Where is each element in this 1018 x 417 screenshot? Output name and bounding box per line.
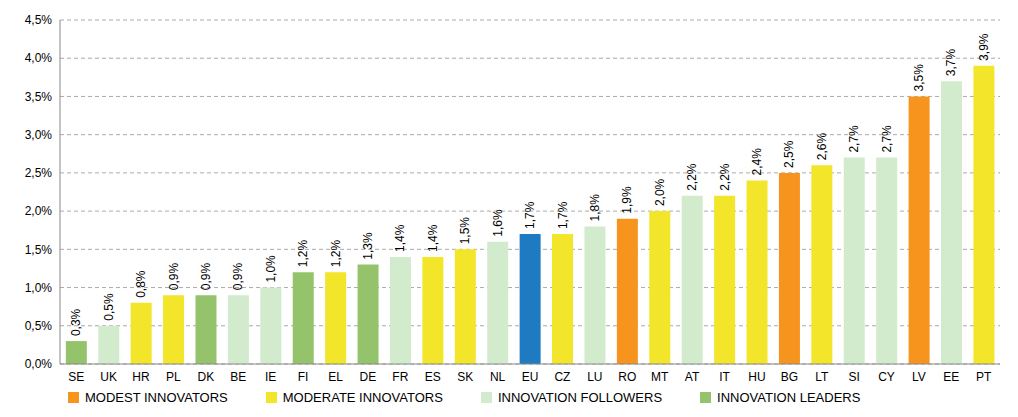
svg-text:2,2%: 2,2% [718,163,732,191]
svg-text:1,2%: 1,2% [329,240,343,268]
svg-text:3,5%: 3,5% [912,64,926,92]
svg-text:EL: EL [328,370,343,384]
svg-text:IT: IT [719,370,730,384]
svg-text:3,9%: 3,9% [977,33,991,61]
svg-text:BG: BG [781,370,798,384]
svg-text:HR: HR [132,370,150,384]
svg-text:0,5%: 0,5% [102,293,116,321]
svg-text:MT: MT [651,370,669,384]
svg-text:2,7%: 2,7% [847,125,861,153]
svg-text:DE: DE [360,370,377,384]
svg-text:1,0%: 1,0% [25,281,53,295]
svg-text:FR: FR [392,370,408,384]
svg-text:PT: PT [976,370,992,384]
svg-text:0,5%: 0,5% [25,319,53,333]
svg-text:1,8%: 1,8% [588,194,602,222]
svg-text:3,5%: 3,5% [25,90,53,104]
svg-text:1,9%: 1,9% [620,186,634,214]
svg-text:3,7%: 3,7% [945,48,959,76]
svg-text:2,4%: 2,4% [750,148,764,176]
svg-text:0,3%: 0,3% [69,308,83,336]
svg-text:2,7%: 2,7% [880,125,894,153]
svg-text:1,7%: 1,7% [523,201,537,229]
svg-text:NL: NL [490,370,506,384]
svg-text:0,9%: 0,9% [167,263,181,291]
svg-text:2,5%: 2,5% [782,140,796,168]
svg-text:RO: RO [618,370,636,384]
svg-text:1,3%: 1,3% [361,232,375,260]
svg-text:SI: SI [848,370,859,384]
svg-text:0,9%: 0,9% [231,263,245,291]
html-text:INNOVATION LEADERS: INNOVATION LEADERS [717,390,861,405]
svg-text:LU: LU [587,370,602,384]
svg-text:1,6%: 1,6% [491,209,505,237]
svg-text:4,5%: 4,5% [25,13,53,27]
svg-text:DK: DK [198,370,215,384]
svg-text:EU: EU [522,370,539,384]
html-text:MODEST INNOVATORS: MODEST INNOVATORS [85,390,228,405]
svg-text:CZ: CZ [554,370,570,384]
svg-text:IE: IE [265,370,276,384]
svg-text:1,2%: 1,2% [296,240,310,268]
svg-text:4,0%: 4,0% [25,51,53,65]
svg-text:1,4%: 1,4% [426,224,440,252]
svg-text:UK: UK [100,370,117,384]
svg-text:FI: FI [298,370,309,384]
svg-text:0,8%: 0,8% [134,270,148,298]
html-text:INNOVATION FOLLOWERS: INNOVATION FOLLOWERS [497,390,663,405]
svg-text:2,5%: 2,5% [25,166,53,180]
svg-text:SE: SE [68,370,84,384]
svg-text:1,4%: 1,4% [393,224,407,252]
svg-text:HU: HU [748,370,765,384]
svg-text:1,7%: 1,7% [556,201,570,229]
svg-text:0,9%: 0,9% [199,263,213,291]
svg-text:2,0%: 2,0% [25,204,53,218]
svg-text:PL: PL [166,370,181,384]
svg-text:SK: SK [457,370,473,384]
svg-text:LT: LT [815,370,829,384]
svg-text:ES: ES [425,370,441,384]
svg-text:EE: EE [943,370,959,384]
svg-text:3,0%: 3,0% [25,128,53,142]
svg-text:1,0%: 1,0% [264,255,278,283]
svg-text:LV: LV [912,370,926,384]
svg-text:2,0%: 2,0% [653,178,667,206]
svg-text:BE: BE [230,370,246,384]
svg-text:AT: AT [685,370,700,384]
svg-text:1,5%: 1,5% [458,217,472,245]
svg-text:2,6%: 2,6% [815,133,829,161]
svg-text:CY: CY [878,370,895,384]
svg-text:0,0%: 0,0% [25,357,53,371]
svg-text:2,2%: 2,2% [685,163,699,191]
svg-text:1,5%: 1,5% [25,243,53,257]
html-text:MODERATE INNOVATORS: MODERATE INNOVATORS [282,390,443,405]
